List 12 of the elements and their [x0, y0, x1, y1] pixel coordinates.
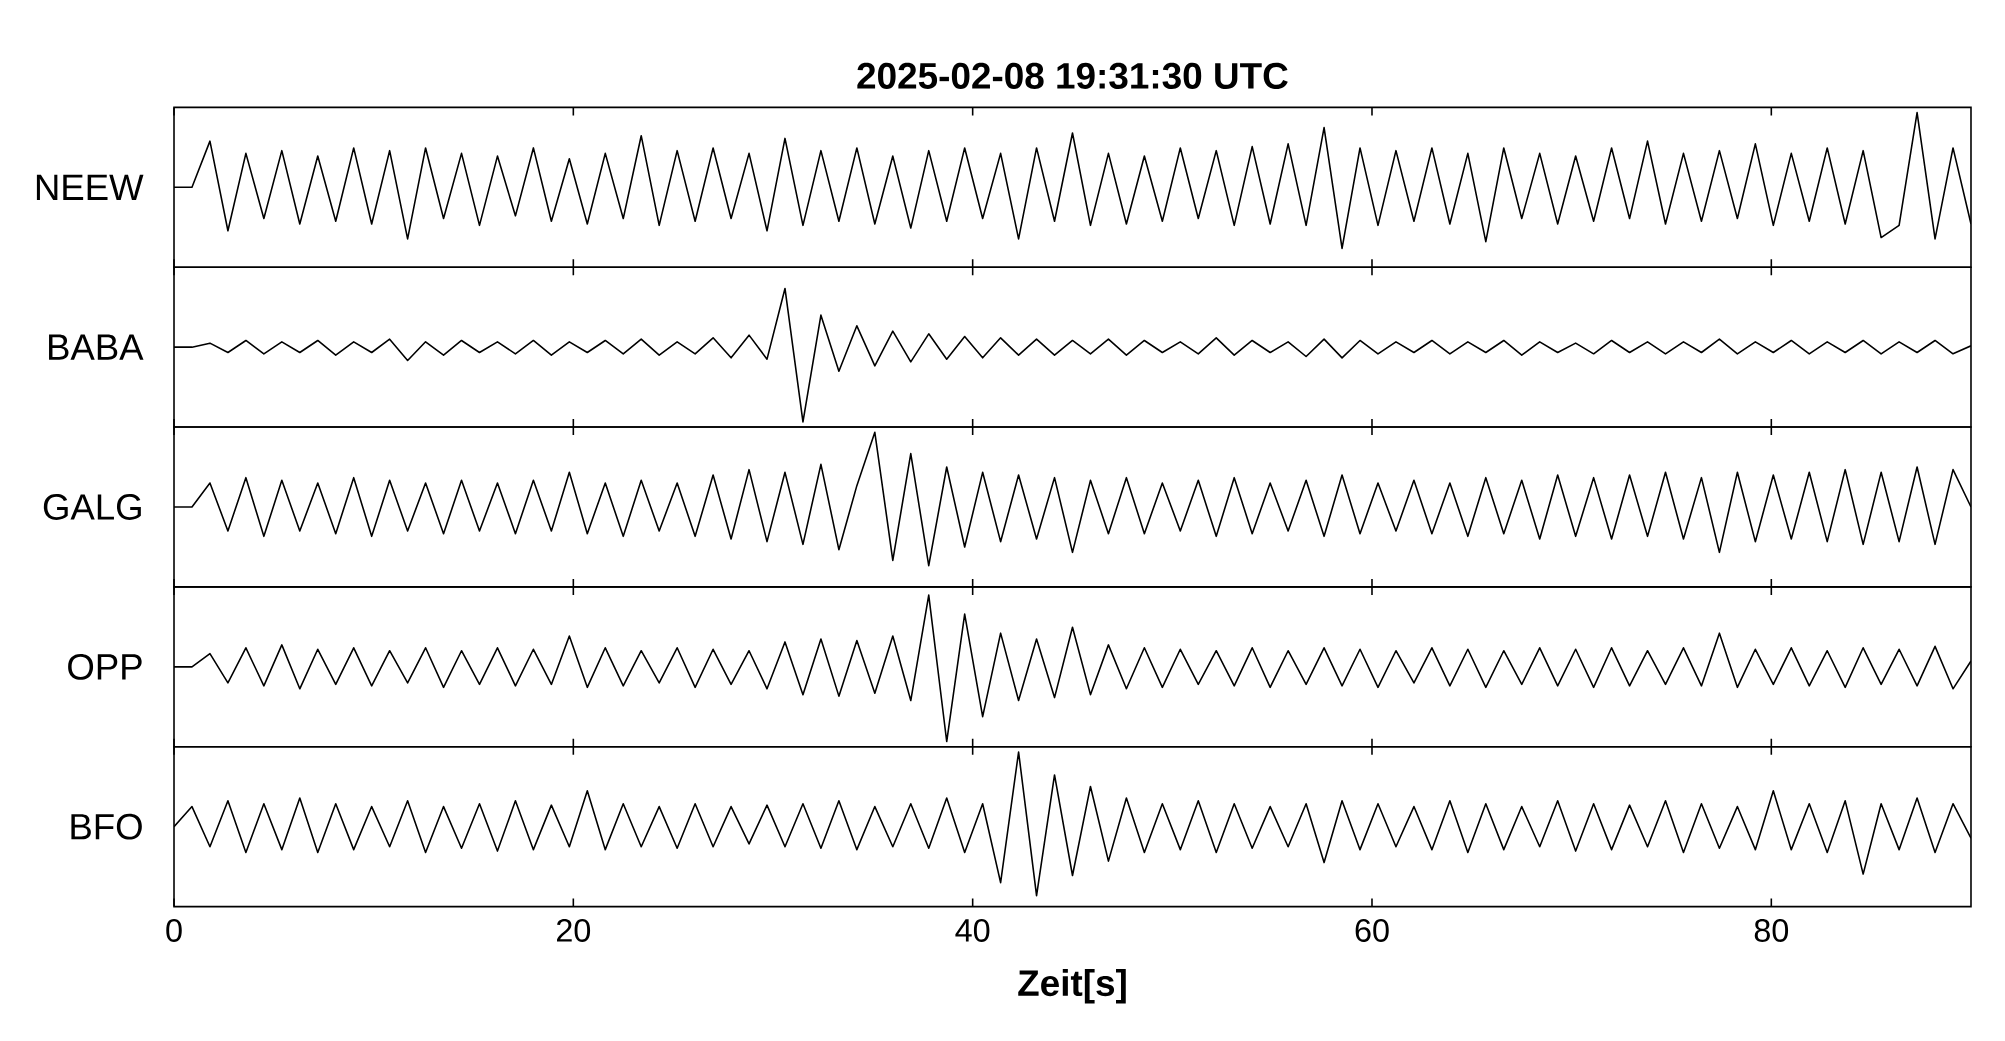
- y-axis-title: NEEW: [36, 174, 144, 200]
- y-axis-title: OPP: [68, 653, 142, 680]
- y-axis-title: GALG: [43, 494, 141, 520]
- x-tick-label: 60: [1355, 919, 1389, 942]
- y-axis-title: BFO: [71, 813, 142, 840]
- x-tick-label: 20: [557, 919, 591, 942]
- chart-title: 2025-02-08 19:31:30 UTC: [857, 62, 1288, 89]
- x-axis-title: Zeit[s]: [1018, 969, 1126, 1004]
- x-tick-label: 40: [955, 919, 990, 942]
- y-axis-title: BABA: [49, 334, 144, 360]
- x-tick-label: 0: [166, 919, 182, 942]
- x-tick-label: 80: [1754, 919, 1789, 942]
